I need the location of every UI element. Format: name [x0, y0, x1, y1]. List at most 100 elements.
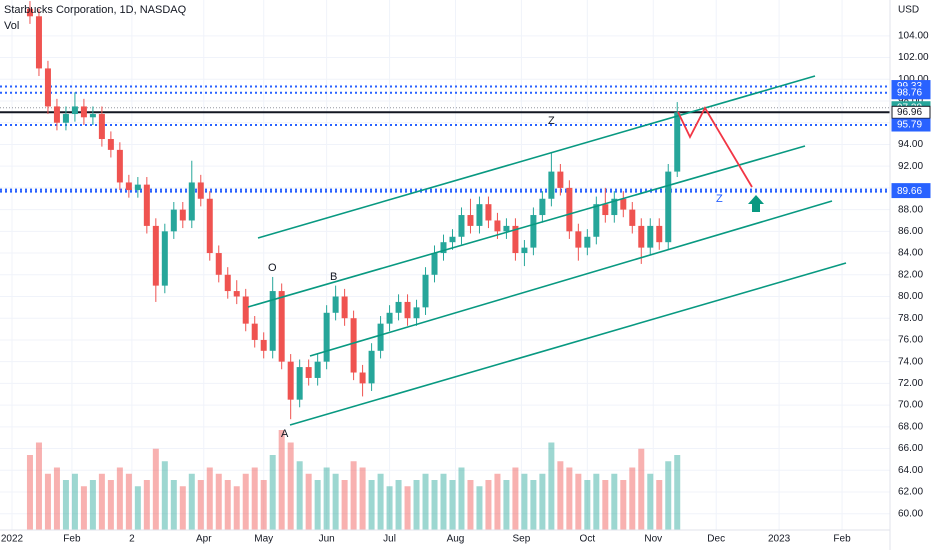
candle-body [224, 274, 231, 292]
candle-body [314, 361, 321, 378]
channel-line [309, 200, 833, 357]
candle-body [638, 225, 645, 248]
volume-bar [440, 473, 447, 530]
x-tick-label: Feb [833, 534, 851, 545]
volume-bar [494, 473, 501, 530]
candle-body [584, 236, 591, 248]
volume-bar [206, 467, 213, 530]
wave-label: Z [548, 115, 555, 127]
volume-bar [134, 486, 141, 530]
volume-bar [449, 480, 456, 530]
drawings [247, 75, 847, 426]
volume-bar [197, 480, 204, 530]
candle-body [350, 318, 357, 373]
candle-body [116, 149, 123, 183]
candle-body [485, 204, 492, 221]
volume-bar [359, 467, 366, 530]
candle-body [296, 367, 303, 400]
volume-bar [143, 480, 150, 530]
candle-body [62, 114, 69, 123]
candle-body [98, 114, 105, 140]
volume-bar [161, 461, 168, 530]
wave-label: O [268, 262, 277, 274]
y-tick-label: 80.00 [898, 291, 923, 302]
volume-bar [611, 473, 618, 530]
arrow-up [748, 195, 764, 212]
candle-body [593, 204, 600, 237]
volume-bar [305, 473, 312, 530]
candle-body [377, 323, 384, 351]
candle-body [440, 242, 447, 254]
y-tick-label: 70.00 [898, 400, 923, 411]
volume-bar [296, 461, 303, 530]
price-levels [0, 85, 890, 193]
candle-body [656, 225, 663, 243]
candle-body [503, 225, 510, 232]
volume-bar [674, 455, 681, 530]
axes: 60.00 62.00 64.00 66.00 68.00 70.00 72.00 74.00… [1, 30, 929, 544]
volume-bar [107, 480, 114, 530]
candle-body [386, 312, 393, 324]
candle-body [80, 106, 87, 118]
candle-body [206, 198, 213, 254]
candle-body [179, 209, 186, 221]
volume-bar [224, 480, 231, 530]
candle-body [521, 247, 528, 254]
volume-bar [485, 480, 492, 530]
y-tick-label: 62.00 [898, 487, 923, 498]
x-tick-label: May [254, 534, 273, 545]
volume-bar [242, 473, 249, 530]
candle-body [332, 296, 339, 313]
volume-bar [413, 480, 420, 530]
volume-bar [314, 480, 321, 530]
volume-bar [521, 473, 528, 530]
y-tick-label: 84.00 [898, 248, 923, 259]
volume-bar [152, 448, 159, 530]
candle-body [215, 253, 222, 275]
candle-body [548, 171, 555, 199]
candle-body [53, 106, 60, 123]
x-tick-label: Oct [580, 534, 596, 545]
volume-bar [80, 486, 87, 530]
volume-bar [62, 480, 69, 530]
volume-bar [278, 430, 285, 530]
volume-bar [647, 473, 654, 530]
price-tag [891, 86, 931, 100]
volume-bar [404, 486, 411, 530]
volume-bar [566, 467, 573, 530]
x-tick-label: Dec [707, 534, 725, 545]
candle-body [197, 182, 204, 199]
volume-label: Vol [4, 20, 19, 32]
candle-body [26, 8, 33, 17]
grid [0, 0, 890, 530]
channel-line [247, 145, 806, 308]
price-tag-label: 96.96 [897, 107, 922, 118]
y-tick-label: 102.00 [898, 52, 929, 63]
volume-bar [269, 455, 276, 530]
volume-bar [629, 467, 636, 530]
volume-bar [386, 486, 393, 530]
x-tick-label: 2022 [1, 534, 24, 545]
volume-bar [431, 480, 438, 530]
candle-body [512, 225, 519, 254]
y-tick-label: 76.00 [898, 335, 923, 346]
candle-body [404, 301, 411, 319]
y-tick-label: 100.00 [898, 74, 929, 85]
volume-bar [350, 461, 357, 530]
x-tick-label: Nov [644, 534, 662, 545]
volume-bar [665, 461, 672, 530]
candle-body [242, 296, 249, 324]
volume-bar [260, 480, 267, 530]
y-tick-label: 72.00 [898, 378, 923, 389]
y-tick-label: 86.00 [898, 226, 923, 237]
candle-body [449, 236, 456, 243]
volume-bar [368, 480, 375, 530]
volume-bar [422, 473, 429, 530]
volume-bar [557, 461, 564, 530]
x-tick-label: 2023 [768, 534, 791, 545]
channel-line [289, 262, 847, 426]
candle-body [71, 106, 78, 115]
candle-body [395, 301, 402, 313]
